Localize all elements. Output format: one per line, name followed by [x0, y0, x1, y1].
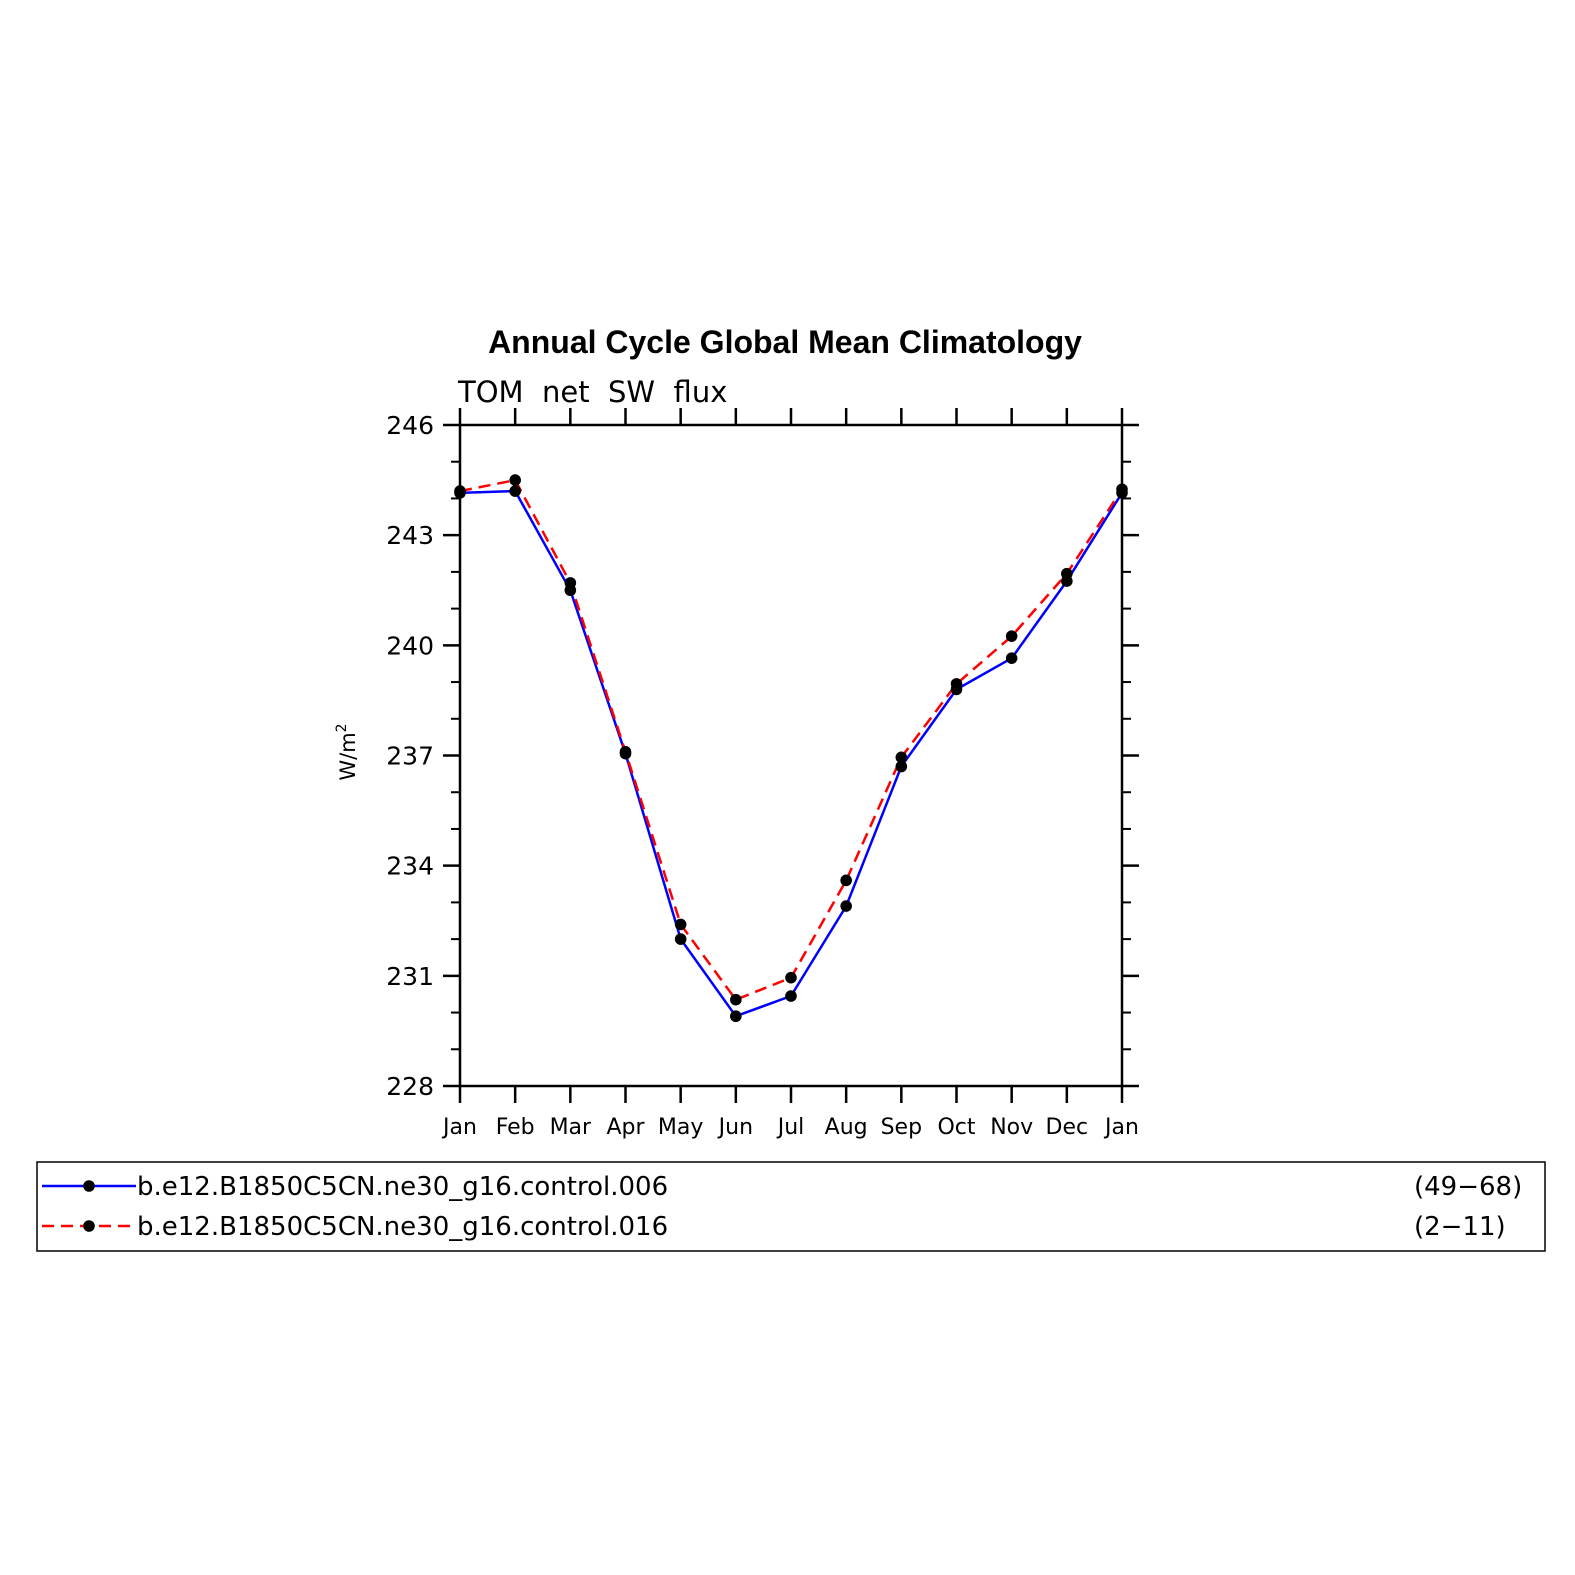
- chart-subtitle: TOM net SW flux: [457, 375, 727, 409]
- legend-label-2: b.e12.B1850C5CN.ne30_g16.control.016: [137, 1212, 668, 1242]
- x-tick-label: Jul: [776, 1115, 805, 1140]
- series-2-point: [1061, 567, 1073, 580]
- series-2-point: [509, 474, 521, 486]
- x-tick-label: Dec: [1046, 1115, 1089, 1140]
- x-tick-label: Sep: [881, 1115, 922, 1140]
- y-tick-label: 234: [386, 852, 434, 881]
- series-2-point: [840, 874, 852, 887]
- x-tick-label: May: [658, 1115, 703, 1140]
- series-1-point: [509, 485, 521, 497]
- legend-box: [36, 1161, 1546, 1252]
- series-2-point: [619, 746, 632, 758]
- series-2-point: [895, 751, 908, 764]
- series-2-point: [1005, 630, 1018, 642]
- y-tick-label: 231: [386, 962, 434, 991]
- y-tick-label: 240: [386, 631, 434, 660]
- series-1-point: [1005, 652, 1018, 664]
- series-line-2: [459, 478, 1124, 1001]
- series-1-point: [895, 760, 908, 773]
- x-tick-label: Jan: [1103, 1115, 1139, 1140]
- x-tick-label: Jan: [441, 1115, 477, 1140]
- y-tick-label: 243: [386, 521, 434, 550]
- series-2-point: [454, 485, 466, 497]
- x-tick-label: Oct: [937, 1115, 975, 1140]
- legend-period-2: (2−11): [1414, 1212, 1506, 1242]
- x-tick-label: Nov: [990, 1115, 1033, 1140]
- series-2-point: [564, 577, 577, 589]
- series-2-point: [730, 993, 742, 1006]
- y-tick-label: 246: [386, 411, 434, 440]
- legend-label-1: b.e12.B1850C5CN.ne30_g16.control.006: [137, 1172, 668, 1202]
- y-axis-label-superscript: 2: [334, 723, 350, 732]
- plot-frame: [458, 423, 1124, 1088]
- series-2-point: [1116, 483, 1128, 496]
- x-tick-label: Jun: [717, 1115, 753, 1140]
- legend: b.e12.B1850C5CN.ne30_g16.control.006 (49−…: [42, 1172, 1522, 1242]
- x-tick-label: Aug: [825, 1115, 868, 1140]
- series-1-point: [730, 1010, 742, 1023]
- y-tick-label: 228: [386, 1072, 434, 1101]
- legend-period-1: (49−68): [1414, 1172, 1522, 1202]
- chart-title: Annual Cycle Global Mean Climatology: [488, 324, 1082, 360]
- series-2-point: [785, 971, 797, 984]
- y-tick-label: 237: [386, 742, 434, 771]
- legend-marker-2: [83, 1220, 95, 1232]
- series-2-point: [950, 678, 963, 690]
- x-tick-label: Feb: [496, 1115, 535, 1140]
- plot-area: 246 243 240 237 234 231 228 Jan Feb Mar Apr May Jun J…: [386, 408, 1139, 1140]
- y-axis-label-base: W/m: [336, 732, 360, 780]
- series-1-point: [840, 900, 852, 912]
- legend-marker-1: [83, 1180, 95, 1192]
- x-tick-label: Mar: [550, 1115, 592, 1140]
- x-tick-label: Apr: [606, 1115, 645, 1140]
- series-1-point: [785, 990, 797, 1002]
- y-axis-label: W/m2: [334, 723, 360, 780]
- series-2-point: [674, 918, 687, 931]
- series-line-1: [459, 489, 1124, 1018]
- series-1-point: [674, 933, 687, 945]
